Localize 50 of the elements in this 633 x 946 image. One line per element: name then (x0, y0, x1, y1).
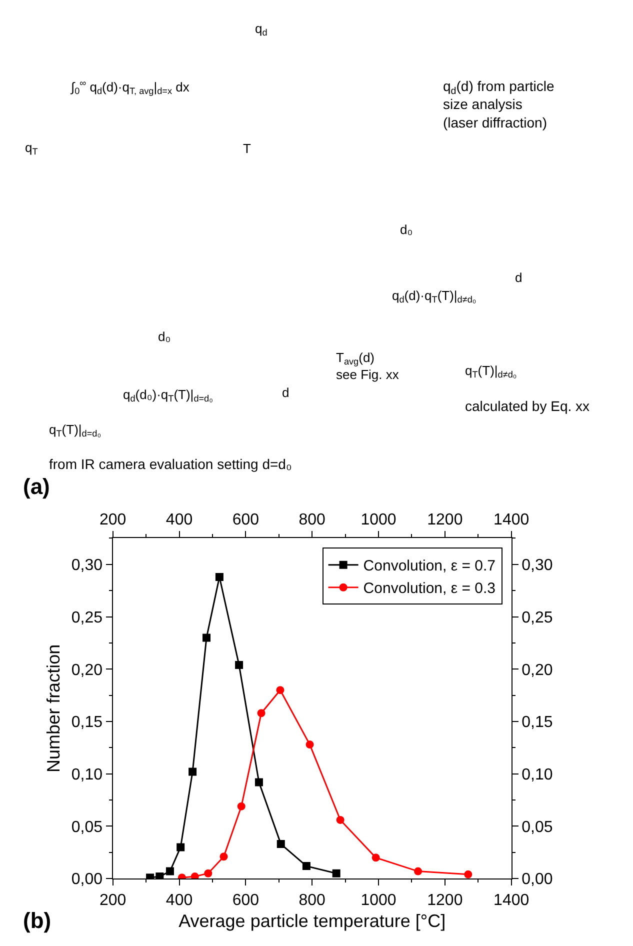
text: T$_{avg}$(d) see Fig. xx (336, 350, 400, 382)
legend-label: Convolution, ε = 0.7 (363, 558, 496, 575)
x-axis-title: Average particle temperature [°C] (178, 911, 446, 932)
x2-tick-label: 600 (232, 892, 260, 909)
x-tick-label: 600 (232, 512, 260, 529)
text: q$_{T}$(T)|$_{d=d₀}$ (49, 422, 102, 439)
text: q$_{d}$(d₀)·q$_{T}$(T)|$_{d=d₀}$ (123, 387, 214, 404)
y-tick-label: 0,00 (71, 871, 103, 888)
text: q$_{d}$ (255, 21, 268, 38)
x-tick-label: 1000 (360, 512, 396, 529)
text: q$_{T}$(T)|$_{d≠d₀}$ (465, 363, 517, 380)
x-tick-label: 1200 (427, 512, 463, 529)
y2-tick-label: 0,30 (522, 557, 553, 574)
x2-tick-label: 800 (298, 892, 326, 909)
y-tick-label: 0,10 (71, 766, 103, 784)
y2-tick-label: 0,05 (522, 818, 553, 836)
x2-tick-label: 200 (100, 892, 126, 909)
x-tick-label: 800 (298, 512, 326, 529)
y2-tick-label: 0,20 (522, 662, 553, 679)
text: d₀ (158, 329, 171, 344)
text: q$_{d}$(d)·q$_{T}$(T)|$_{d≠d₀}$ (392, 288, 476, 305)
text: q$_{T}$ (25, 140, 38, 157)
x-tick-label: 1400 (494, 512, 530, 529)
y-tick-label: 0,30 (71, 557, 103, 574)
text: from IR camera evaluation setting d=d₀ (49, 456, 292, 472)
y2-tick-label: 0,25 (522, 609, 553, 626)
y-tick-label: 0,15 (71, 714, 103, 732)
text: q$_{d}$(d) from particle size analysis (laser diffraction) (443, 78, 554, 130)
y2-tick-label: 0,15 (522, 714, 553, 732)
x-tick-label: 400 (166, 512, 193, 529)
y-tick-label: 0,25 (71, 609, 103, 626)
x2-tick-label: 1400 (494, 892, 530, 909)
text: d (515, 270, 522, 285)
x2-tick-label: 1200 (427, 892, 463, 909)
text: (b) (23, 908, 52, 933)
x2-tick-label: 1000 (360, 892, 396, 909)
text: q$_{d}$ (90, 79, 102, 96)
text: (a) (23, 474, 50, 499)
y-tick-label: 0,20 (71, 662, 103, 679)
y2-tick-label: 0,00 (522, 871, 553, 888)
text: d (282, 385, 290, 400)
text: T (243, 141, 251, 156)
x2-tick-label: 400 (166, 892, 193, 909)
y-axis-title: Number fraction (44, 644, 64, 772)
y-tick-label: 0,05 (71, 818, 103, 836)
text: d₀ (400, 222, 413, 237)
x-tick-label: 200 (100, 512, 126, 529)
y2-tick-label: 0,10 (522, 766, 553, 784)
legend-label: Convolution, ε = 0.3 (363, 580, 496, 598)
text: calculated by Eq. xx (465, 398, 590, 414)
